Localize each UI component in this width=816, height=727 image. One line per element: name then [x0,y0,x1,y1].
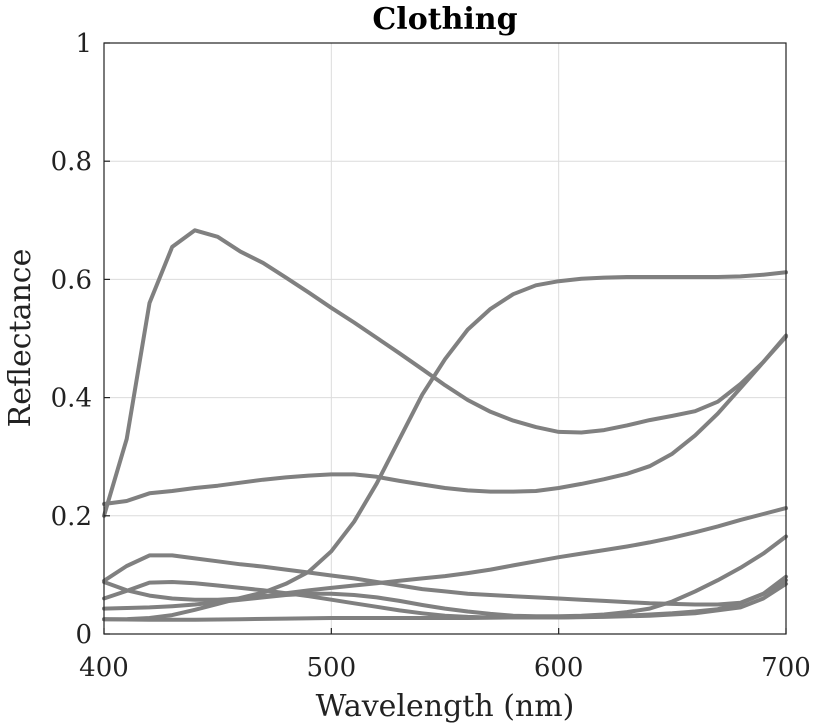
series-group [102,228,788,622]
axis-ticks: 400 500 600 700 0 0.2 0.4 0.6 0.8 1 [51,29,811,683]
series-line-8 [102,581,788,622]
series-line-7 [102,534,788,619]
plot-frame [103,42,787,635]
series-line-1 [102,228,788,518]
y-axis-label: Reflectance [3,249,38,428]
series-line-4 [102,553,788,607]
x-tick-label: 500 [307,653,357,683]
x-tick-label: 700 [761,653,811,683]
y-tick-label: 0 [75,620,92,650]
grid [103,42,787,635]
y-tick-label: 0.8 [51,147,92,177]
y-tick-label: 1 [75,29,92,59]
series-line-6 [102,506,788,602]
x-tick-label: 400 [79,653,129,683]
y-tick-label: 0.6 [51,265,92,295]
series-line-3 [102,334,788,506]
x-axis-label: Wavelength (nm) [316,689,575,724]
chart-title: Clothing [372,2,517,37]
x-tick-label: 600 [534,653,584,683]
y-tick-label: 0.4 [51,384,92,414]
y-tick-label: 0.2 [51,502,92,532]
